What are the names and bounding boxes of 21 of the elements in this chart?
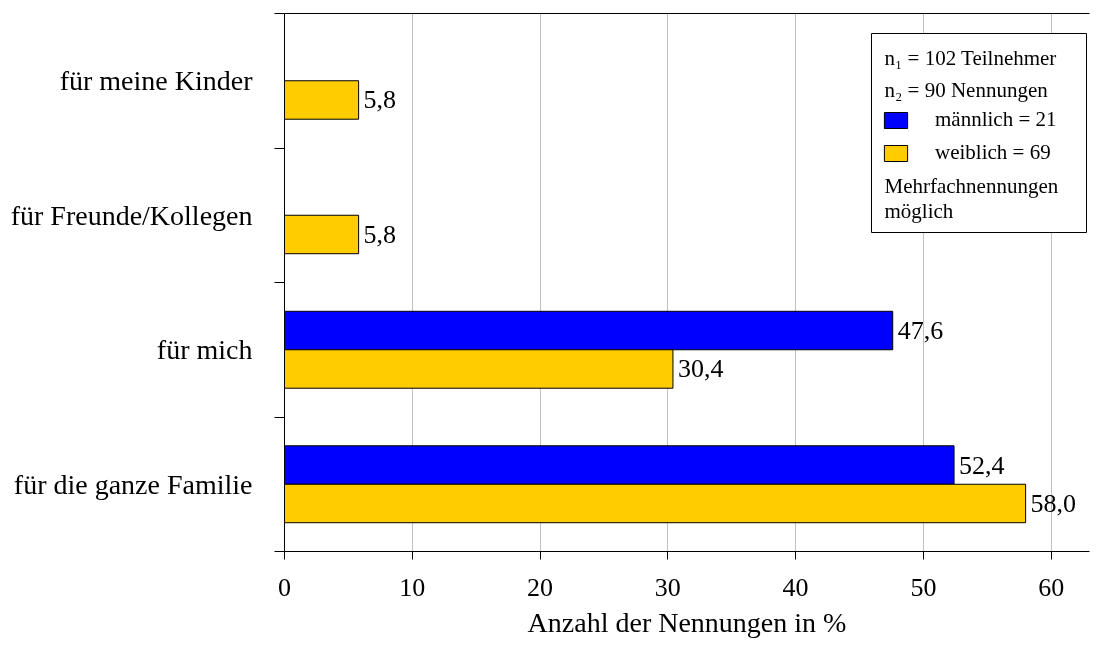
y-tick-label: für mich [156,334,253,366]
data-label: 5,8 [363,219,397,249]
x-axis-title: Anzahl der Nennungen in % [527,606,847,638]
y-tick-label: für die ganze Familie [13,468,253,500]
legend-label: weiblich = 69 [935,140,1051,165]
x-tick-label: 20 [527,572,554,602]
y-tick-label: für meine Kinder [59,65,254,97]
data-label: 52,4 [959,450,1005,480]
data-label: 47,6 [897,316,944,346]
data-label: 30,4 [677,354,724,384]
data-label: 58,0 [1030,488,1077,518]
x-tick-label: 0 [278,572,291,602]
x-tick-label: 30 [654,572,681,602]
annotation: Mehrfachnennungen möglich [884,173,1059,223]
x-tick-label: 50 [910,572,937,602]
x-tick-label: 40 [782,572,809,602]
y-tick-label: für Freunde/Kollegen [10,199,253,231]
legend-label: männlich = 21 [935,107,1057,132]
x-tick-label: 60 [1038,572,1065,602]
x-tick-label: 10 [399,572,426,602]
data-label: 5,8 [363,85,397,115]
